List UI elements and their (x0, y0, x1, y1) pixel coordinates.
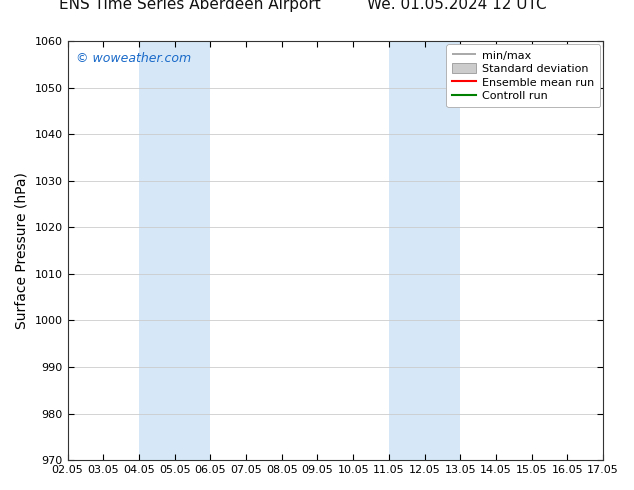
Y-axis label: Surface Pressure (hPa): Surface Pressure (hPa) (15, 172, 29, 329)
Legend: min/max, Standard deviation, Ensemble mean run, Controll run: min/max, Standard deviation, Ensemble me… (446, 45, 600, 107)
Bar (389, 41, 460, 460)
Text: © woweather.com: © woweather.com (75, 51, 191, 65)
Bar (139, 41, 210, 460)
Text: ENS Time Series Aberdeen Airport: ENS Time Series Aberdeen Airport (60, 0, 321, 12)
Text: We. 01.05.2024 12 UTC: We. 01.05.2024 12 UTC (366, 0, 547, 12)
